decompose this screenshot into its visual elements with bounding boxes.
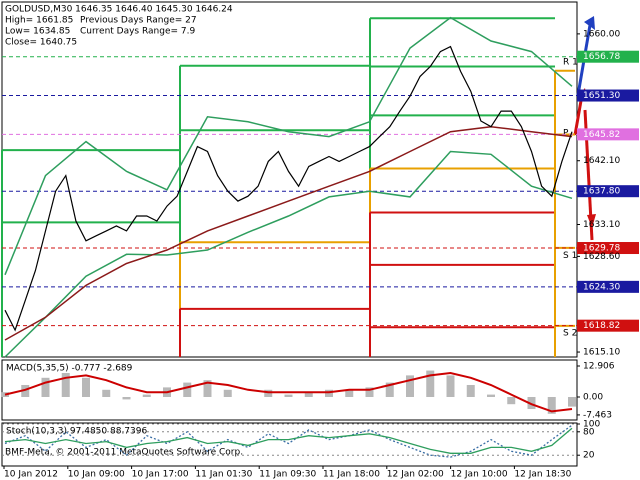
price-line	[4, 16, 573, 276]
x-tick-label: 12 Jan 10:00	[451, 470, 508, 480]
symbol-line: GOLDUSD,M30 1646.35 1646.40 1645.30 1646…	[5, 5, 233, 15]
level-label: 1656.78	[583, 52, 620, 62]
level-box	[577, 89, 639, 102]
macd-bar	[406, 375, 414, 397]
macd-bar	[21, 384, 30, 397]
y-tick-label: 12.906	[583, 362, 615, 372]
curr-range: Current Days Range= 7.9	[80, 27, 195, 37]
x-tick-label: 11 Jan 18:00	[323, 470, 380, 480]
macd-bar	[568, 396, 576, 407]
macd-bar	[284, 394, 293, 397]
macd-bar	[345, 389, 354, 397]
prev-range: Previous Days Range= 27	[80, 16, 197, 26]
macd-bar	[426, 370, 435, 397]
stoch-frame	[1, 422, 578, 467]
level-label: 1618.82	[583, 321, 620, 331]
macd-bar	[102, 389, 111, 397]
pivot-label: P	[563, 129, 569, 139]
y-tick-label: -7.463	[583, 410, 612, 420]
price-line	[4, 45, 573, 332]
macd-bar	[304, 392, 313, 397]
y-tick-label: 100	[583, 420, 600, 430]
y-tick-label: 1633.10	[583, 220, 620, 230]
arrow-up-red	[573, 94, 584, 136]
y-tick-label: 20	[583, 451, 595, 461]
panel-title: MACD(5,35,5) -0.777 -2.689	[6, 364, 133, 374]
level-label: 1645.82	[583, 130, 620, 140]
macd-bar	[41, 377, 50, 397]
level-box	[577, 50, 639, 63]
level-box	[577, 242, 639, 255]
arrow-head	[587, 214, 596, 228]
macd-bar	[325, 389, 333, 397]
y-tick-label: 1615.10	[583, 348, 620, 358]
macd-bar	[446, 375, 455, 397]
level-box	[577, 185, 639, 198]
level-label: 1651.30	[583, 91, 620, 101]
pivot-label: R 1	[563, 58, 578, 68]
panel-title: Stoch(10,3,3) 97.4850 88.7396	[6, 427, 147, 437]
signal-line	[4, 371, 573, 413]
macd-bar	[365, 387, 374, 397]
pivot-label: S 1	[563, 251, 577, 261]
macd-bar	[507, 396, 516, 405]
macd-bar	[183, 382, 192, 397]
y-tick-label: 1628.60	[583, 252, 620, 262]
macd-bar	[142, 394, 151, 397]
macd-frame	[1, 359, 578, 421]
stoch-line	[4, 427, 573, 454]
close: Close= 1640.75	[5, 38, 77, 48]
arrow-head	[584, 16, 595, 30]
macd-bar	[547, 396, 556, 414]
y-tick-label: 80	[583, 427, 595, 437]
macd-bar	[487, 394, 495, 397]
pivot-label: S 2	[563, 328, 577, 338]
x-tick-label: 11 Jan 09:30	[259, 470, 316, 480]
macd-bar	[61, 372, 70, 397]
x-tick-label: 12 Jan 02:00	[387, 470, 444, 480]
macd-bar	[466, 384, 475, 397]
level-box	[577, 128, 639, 141]
macd-bar	[527, 396, 536, 410]
level-label: 1624.30	[583, 282, 620, 292]
x-tick-label: 12 Jan 18:30	[514, 470, 571, 480]
x-tick-label: 10 Jan 17:00	[132, 470, 189, 480]
x-tick-label: 10 Jan 09:00	[68, 470, 125, 480]
x-tick-label: 11 Jan 01:30	[195, 470, 252, 480]
level-label: 1629.78	[583, 244, 620, 254]
x-tick-label: 10 Jan 2012	[4, 470, 58, 480]
price-line	[4, 125, 573, 341]
macd-bar	[264, 389, 273, 397]
level-box	[577, 280, 639, 293]
macd-bar	[223, 389, 232, 397]
y-tick-label: 0.00	[583, 392, 603, 402]
y-tick-label: 1660.00	[583, 29, 620, 39]
stoch-line	[4, 424, 573, 458]
level-label: 1637.80	[583, 187, 620, 197]
macd-bar	[82, 377, 90, 397]
low: Low= 1634.85	[5, 27, 70, 37]
price-line	[4, 150, 573, 358]
high: High= 1661.85	[5, 16, 73, 26]
macd-bar	[385, 382, 394, 397]
y-tick-label: 1642.10	[583, 156, 620, 166]
macd-bar	[203, 380, 212, 397]
level-box	[577, 319, 639, 332]
macd-bar	[122, 396, 131, 400]
